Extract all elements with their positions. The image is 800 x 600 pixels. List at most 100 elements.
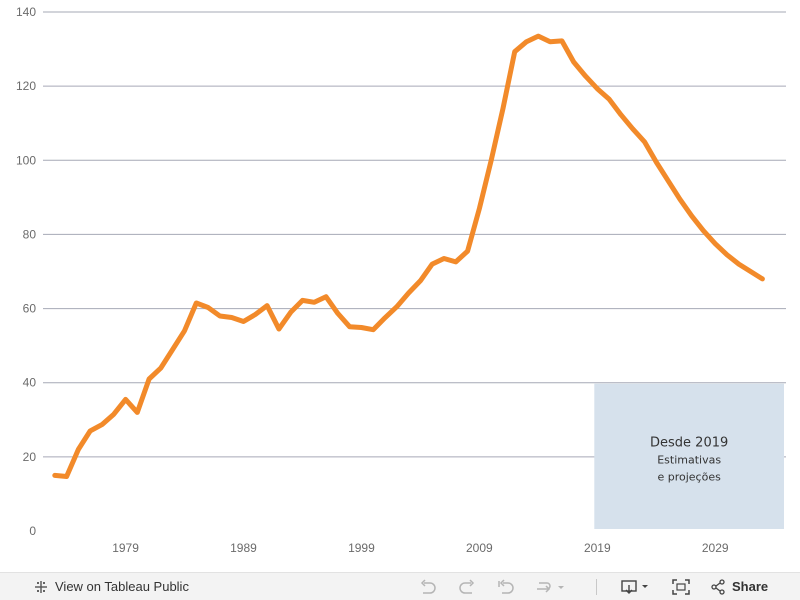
revert-button[interactable]: [497, 573, 515, 600]
data-point: [596, 88, 598, 90]
data-point: [608, 98, 610, 100]
data-point: [655, 161, 657, 163]
data-point: [585, 75, 587, 77]
data-point: [125, 398, 127, 400]
data-point: [77, 448, 79, 450]
data-point: [278, 328, 280, 330]
chart-area: Desde 2019 Estimativas e projeções 0 20 40 60…: [16, 5, 786, 555]
redo-button[interactable]: [458, 573, 476, 600]
x-tick-label: 1979: [112, 541, 139, 555]
data-point: [136, 411, 138, 413]
fullscreen-button[interactable]: [672, 573, 690, 600]
series-layer: [52, 33, 765, 479]
y-tick-label: 140: [16, 5, 36, 19]
data-point: [290, 311, 292, 313]
data-point: [443, 258, 445, 260]
share-icon: [710, 578, 726, 595]
toolbar-divider: [596, 579, 597, 595]
tableau-toolbar: View on Tableau Public Share: [0, 572, 800, 600]
gridlines: [43, 11, 786, 458]
data-point: [573, 61, 575, 63]
x-tick-label: 2029: [702, 541, 729, 555]
data-point: [478, 207, 480, 209]
data-point: [467, 250, 469, 252]
data-point: [66, 476, 68, 478]
data-point: [172, 348, 174, 350]
data-point: [113, 413, 115, 415]
data-point: [431, 263, 433, 265]
data-point: [184, 330, 186, 332]
data-point: [360, 326, 362, 328]
data-point: [231, 316, 233, 318]
refresh-button[interactable]: [535, 573, 565, 600]
refresh-icon: [535, 579, 565, 595]
axes: 0 20 40 60 80 100 120 140 1979 1989 1999 2009 2019 20…: [16, 5, 729, 555]
data-point: [726, 254, 728, 256]
view-on-tableau-link[interactable]: View on Tableau Public: [33, 573, 189, 600]
data-point: [537, 35, 539, 37]
revert-icon: [497, 578, 515, 595]
data-point: [643, 141, 645, 143]
data-point: [242, 321, 244, 323]
data-point: [738, 263, 740, 265]
data-point: [667, 180, 669, 182]
data-point: [384, 317, 386, 319]
data-point: [195, 302, 197, 304]
data-point: [761, 278, 763, 280]
data-point: [349, 326, 351, 328]
data-point: [408, 292, 410, 294]
forecast-annotation-box: [594, 383, 784, 529]
y-tick-label: 20: [23, 450, 37, 464]
data-point: [101, 424, 103, 426]
y-tick-label: 0: [29, 524, 36, 538]
data-point: [148, 378, 150, 380]
data-point: [419, 280, 421, 282]
data-point: [396, 306, 398, 308]
redo-icon: [458, 578, 476, 595]
data-point: [337, 312, 339, 314]
undo-icon: [419, 578, 437, 595]
data-point: [89, 430, 91, 432]
data-point: [691, 215, 693, 217]
data-point: [561, 40, 563, 42]
data-point: [750, 271, 752, 272]
x-tick-label: 1999: [348, 541, 375, 555]
data-point: [266, 305, 268, 307]
data-point: [514, 51, 516, 53]
y-tick-label: 60: [23, 302, 37, 316]
data-point: [702, 230, 704, 232]
view-on-tableau-label: View on Tableau Public: [55, 579, 189, 594]
data-point: [502, 107, 504, 109]
y-tick-label: 80: [23, 227, 37, 241]
data-point: [219, 315, 221, 317]
data-point: [325, 296, 327, 298]
data-point: [160, 367, 162, 369]
data-point: [372, 329, 374, 331]
y-tick-label: 120: [16, 79, 36, 93]
data-point: [549, 41, 551, 43]
data-point: [679, 198, 681, 200]
share-label: Share: [732, 579, 769, 594]
data-point: [54, 474, 56, 476]
x-tick-label: 2009: [466, 541, 493, 555]
undo-button[interactable]: [419, 573, 437, 600]
download-icon: [621, 579, 651, 595]
data-point: [254, 314, 256, 316]
annotation: Desde 2019 Estimativas e projeções: [594, 383, 784, 529]
tableau-logo-icon: [33, 579, 49, 595]
data-point: [714, 243, 716, 245]
x-tick-label: 2019: [584, 541, 611, 555]
data-point: [632, 128, 634, 130]
y-tick-label: 100: [16, 153, 36, 167]
share-button[interactable]: Share: [710, 573, 768, 600]
data-point: [526, 41, 528, 43]
data-point: [207, 306, 209, 308]
y-tick-label: 40: [23, 376, 37, 390]
annotation-line: Desde 2019: [650, 435, 728, 450]
data-point: [301, 299, 303, 301]
annotation-line: e projeções: [657, 470, 721, 483]
fullscreen-icon: [672, 578, 690, 595]
download-button[interactable]: [621, 573, 651, 600]
data-point: [620, 114, 622, 116]
x-tick-label: 1989: [230, 541, 257, 555]
